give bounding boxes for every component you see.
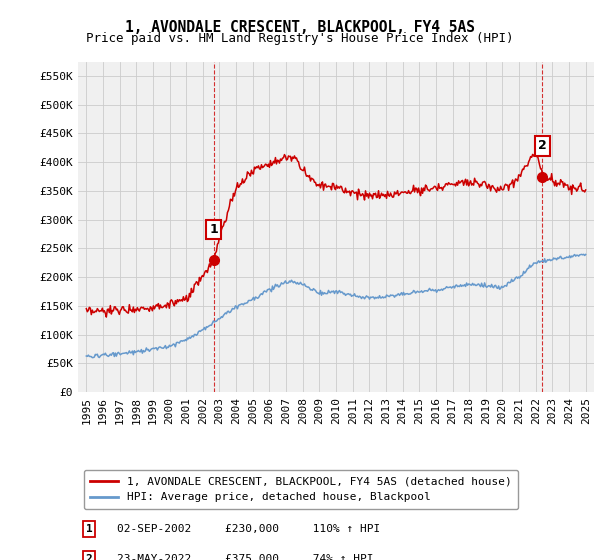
Text: 02-SEP-2002     £230,000     110% ↑ HPI: 02-SEP-2002 £230,000 110% ↑ HPI — [116, 524, 380, 534]
Text: 1, AVONDALE CRESCENT, BLACKPOOL, FY4 5AS: 1, AVONDALE CRESCENT, BLACKPOOL, FY4 5AS — [125, 20, 475, 35]
Text: 1: 1 — [209, 223, 218, 236]
Text: 1: 1 — [86, 524, 92, 534]
Text: 2: 2 — [538, 139, 547, 152]
Text: 23-MAY-2022     £375,000     74% ↑ HPI: 23-MAY-2022 £375,000 74% ↑ HPI — [116, 554, 373, 560]
Legend: 1, AVONDALE CRESCENT, BLACKPOOL, FY4 5AS (detached house), HPI: Average price, d: 1, AVONDALE CRESCENT, BLACKPOOL, FY4 5AS… — [83, 470, 518, 509]
Text: Price paid vs. HM Land Registry's House Price Index (HPI): Price paid vs. HM Land Registry's House … — [86, 32, 514, 45]
Text: 2: 2 — [86, 554, 92, 560]
